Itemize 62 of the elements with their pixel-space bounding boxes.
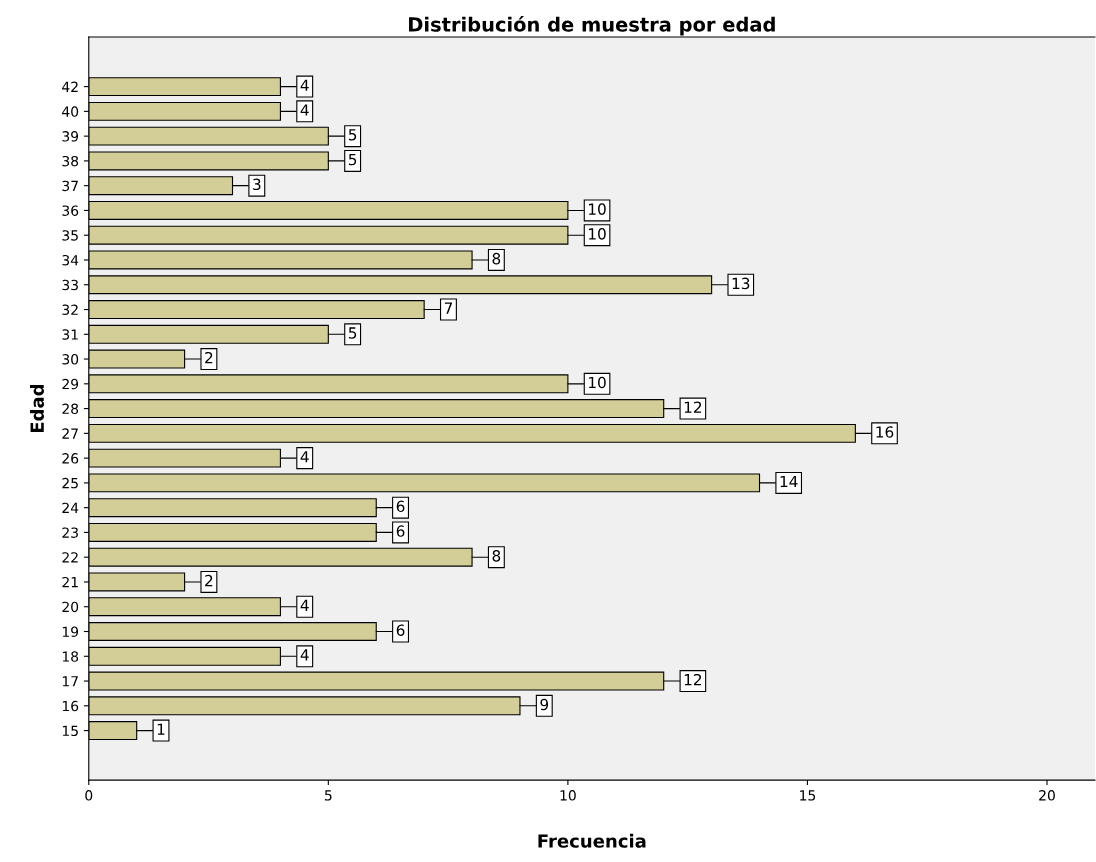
y-tick-label: 40 [62, 106, 79, 117]
data-label: 10 [589, 203, 606, 215]
data-label: 5 [348, 153, 357, 166]
chart-title: Distribución de muestra por edad [409, 15, 775, 36]
y-tick-label: 21 [62, 576, 78, 588]
y-tick-label: 20 [62, 601, 79, 613]
data-label: 6 [396, 525, 405, 537]
y-tick-label: 26 [62, 453, 79, 464]
data-label: 4 [300, 599, 309, 611]
y-tick-label: 27 [62, 428, 78, 439]
data-label: 2 [205, 574, 213, 587]
x-axis-title: Frecuencia [538, 833, 646, 848]
x-tick-label: 20 [1039, 790, 1055, 801]
y-tick-label: 19 [62, 626, 79, 637]
data-label: 10 [589, 228, 606, 240]
data-label: 14 [780, 475, 798, 488]
y-tick-label: 18 [62, 651, 79, 662]
data-label: 4 [300, 104, 309, 116]
y-tick-label: 30 [62, 354, 79, 365]
data-label: 12 [684, 673, 702, 686]
data-label: 4 [300, 79, 309, 91]
y-tick-label: 24 [62, 502, 79, 513]
y-tick-label: 17 [62, 676, 78, 687]
y-tick-label: 31 [62, 329, 78, 340]
y-tick-label: 35 [62, 230, 78, 241]
y-tick-label: 38 [62, 155, 79, 167]
x-tick-label: 15 [800, 790, 816, 801]
data-label: 1 [157, 723, 165, 735]
y-tick-label: 37 [62, 180, 78, 192]
data-label: 4 [300, 451, 309, 463]
data-label: 9 [540, 698, 549, 711]
y-tick-label: 32 [62, 304, 78, 315]
data-label: 10 [589, 376, 606, 389]
x-tick-label: 10 [560, 790, 576, 801]
y-tick-label: 15 [62, 725, 78, 737]
data-label: 12 [684, 401, 702, 413]
data-label: 16 [876, 426, 894, 438]
y-tick-label: 25 [62, 477, 78, 489]
data-label: 13 [732, 277, 750, 290]
y-tick-label: 16 [62, 700, 79, 712]
y-axis-title: Edad [30, 384, 44, 433]
y-tick-label: 36 [62, 205, 79, 216]
x-tick-label: 0 [85, 790, 93, 801]
data-label: 3 [253, 178, 261, 191]
data-label: 5 [348, 129, 357, 141]
data-label: 5 [348, 327, 357, 339]
data-label: 7 [444, 302, 453, 314]
y-tick-label: 34 [62, 254, 79, 266]
data-label: 6 [396, 500, 405, 513]
data-label: 6 [396, 624, 405, 636]
y-tick-label: 39 [62, 131, 79, 142]
data-label: 4 [300, 649, 309, 661]
data-label: 8 [492, 252, 501, 265]
y-tick-label: 33 [62, 279, 78, 291]
data-label: 2 [205, 351, 213, 364]
y-tick-label: 22 [62, 552, 78, 563]
y-tick-label: 28 [62, 403, 79, 415]
y-tick-label: 23 [62, 527, 78, 538]
y-tick-label: 42 [62, 81, 78, 92]
y-tick-label: 29 [62, 378, 79, 390]
x-tick-label: 5 [324, 790, 332, 801]
data-label: 8 [492, 550, 501, 562]
